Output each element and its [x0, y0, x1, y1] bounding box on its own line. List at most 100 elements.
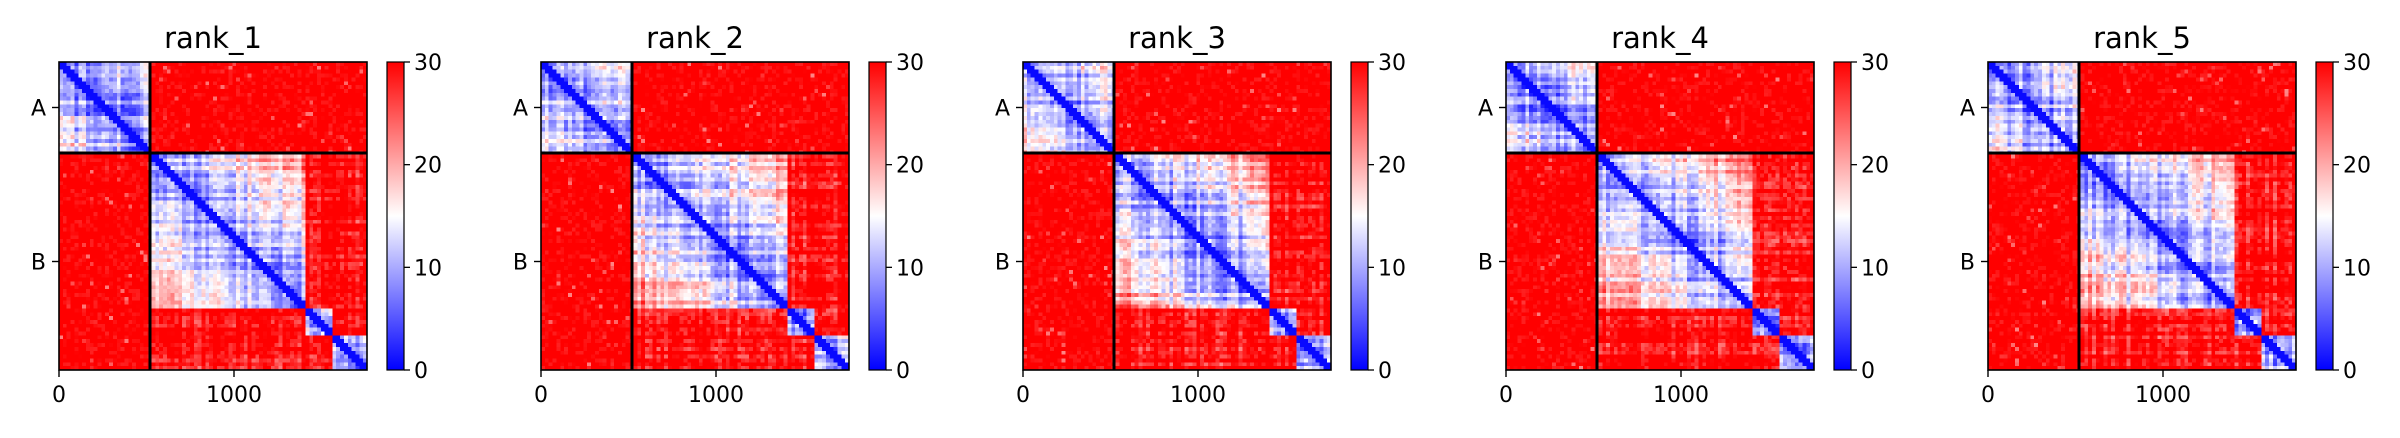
heatmap-cell	[248, 258, 252, 262]
heatmap-cell	[355, 139, 359, 143]
heatmap-cell	[359, 262, 363, 266]
heatmap-cell	[94, 158, 98, 162]
heatmap-cell	[344, 112, 348, 116]
heatmap-cell	[213, 262, 217, 266]
heatmap-cell	[252, 131, 256, 135]
heatmap-cell	[74, 74, 78, 78]
heatmap-cell	[144, 89, 148, 93]
heatmap-cell	[71, 224, 75, 228]
heatmap-cell	[201, 158, 205, 162]
heatmap-cell	[201, 220, 205, 224]
heatmap-cell	[198, 127, 202, 131]
heatmap-cell	[144, 274, 148, 278]
heatmap-cell	[259, 220, 263, 224]
heatmap-cell	[113, 120, 117, 124]
heatmap-cell	[124, 297, 128, 301]
heatmap-cell	[332, 178, 336, 182]
heatmap-cell	[151, 143, 155, 147]
heatmap-cell	[136, 124, 140, 128]
heatmap-cell	[221, 139, 225, 143]
heatmap-cell	[344, 116, 348, 120]
heatmap-cell	[159, 258, 163, 262]
heatmap-cell	[329, 247, 333, 251]
heatmap-cell	[171, 101, 175, 105]
heatmap-cell	[63, 293, 67, 297]
heatmap-cell	[321, 158, 325, 162]
heatmap-cell	[159, 201, 163, 205]
heatmap-cell	[74, 212, 78, 216]
heatmap-cell	[332, 266, 336, 270]
heatmap-cell	[221, 216, 225, 220]
heatmap-cell	[309, 243, 313, 247]
heatmap-cell	[63, 74, 67, 78]
heatmap-cell	[163, 285, 167, 289]
heatmap-cell	[321, 251, 325, 255]
heatmap-cell	[167, 143, 171, 147]
heatmap-cell	[175, 285, 179, 289]
heatmap-cell	[209, 247, 213, 251]
heatmap-cell	[336, 255, 340, 259]
heatmap-cell	[178, 108, 182, 112]
heatmap-cell	[98, 201, 102, 205]
heatmap-cell	[71, 154, 75, 158]
heatmap-cell	[244, 231, 248, 235]
heatmap-cell	[117, 293, 121, 297]
heatmap-cell	[74, 131, 78, 135]
heatmap-cell	[355, 116, 359, 120]
heatmap-cell	[124, 224, 128, 228]
heatmap-cell	[67, 139, 71, 143]
heatmap-cell	[259, 212, 263, 216]
heatmap-cell	[205, 212, 209, 216]
heatmap-cell	[355, 135, 359, 139]
heatmap-cell	[340, 89, 344, 93]
heatmap-cell	[205, 293, 209, 297]
heatmap-cell	[298, 135, 302, 139]
heatmap-cell	[163, 247, 167, 251]
heatmap-cell	[128, 124, 132, 128]
heatmap-cell	[313, 112, 317, 116]
heatmap-cell	[248, 281, 252, 285]
heatmap-cell	[109, 212, 113, 216]
heatmap-cell	[232, 235, 236, 239]
heatmap-cell	[182, 247, 186, 251]
heatmap-cell	[94, 112, 98, 116]
heatmap-cell	[109, 77, 113, 81]
heatmap-cell	[313, 154, 317, 158]
heatmap-cell	[348, 178, 352, 182]
heatmap-cell	[352, 135, 356, 139]
heatmap-cell	[198, 135, 202, 139]
heatmap-cell	[232, 77, 236, 81]
heatmap-cell	[332, 112, 336, 116]
heatmap-cell	[340, 124, 344, 128]
heatmap-cell	[332, 235, 336, 239]
heatmap-cell	[74, 281, 78, 285]
heatmap-cell	[294, 266, 298, 270]
heatmap-cell	[217, 274, 221, 278]
heatmap-cell	[302, 143, 306, 147]
heatmap-cell	[63, 243, 67, 247]
heatmap-cell	[248, 116, 252, 120]
heatmap-cell	[217, 101, 221, 105]
heatmap-cell	[124, 101, 128, 105]
heatmap-cell	[113, 285, 117, 289]
heatmap-cell	[348, 247, 352, 251]
heatmap-cell	[209, 135, 213, 139]
heatmap-cell	[140, 108, 144, 112]
heatmap-cell	[259, 93, 263, 97]
heatmap-cell	[186, 181, 190, 185]
heatmap-cell	[282, 297, 286, 301]
heatmap-cell	[151, 251, 155, 255]
heatmap-cell	[90, 289, 94, 293]
heatmap-cell	[305, 197, 309, 201]
heatmap-cell	[67, 120, 71, 124]
heatmap-cell	[248, 293, 252, 297]
heatmap-cell	[71, 93, 75, 97]
heatmap-cell	[321, 266, 325, 270]
heatmap-cell	[132, 255, 136, 259]
heatmap-cell	[340, 147, 344, 151]
heatmap-cell	[236, 266, 240, 270]
heatmap-cell	[128, 185, 132, 189]
heatmap-cell	[78, 255, 82, 259]
heatmap-cell	[355, 255, 359, 259]
heatmap-cell	[205, 112, 209, 116]
